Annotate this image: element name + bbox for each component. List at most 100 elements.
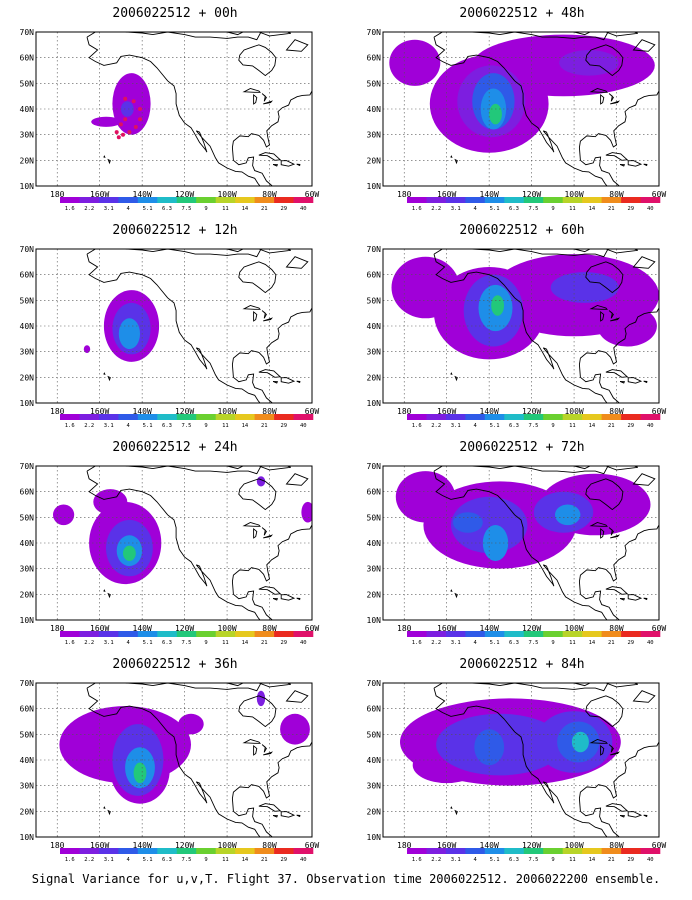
- flight-track-point: [118, 122, 123, 127]
- map-frame: [35, 31, 313, 187]
- lat-label: 20N: [367, 590, 382, 599]
- variance-contour: [53, 504, 75, 526]
- colorbar-swatch: [196, 631, 216, 637]
- great-lake: [610, 534, 621, 539]
- colorbar-label: 4: [126, 640, 130, 646]
- colorbar-swatch: [118, 414, 139, 420]
- colorbar-label: 9: [204, 640, 207, 646]
- lon-label: 180: [397, 841, 412, 850]
- colorbar-swatch: [523, 197, 544, 203]
- lat-label: 60N: [367, 54, 382, 63]
- colorbar-swatch: [157, 414, 178, 420]
- colorbar-label: 11: [222, 206, 229, 212]
- arctic-island: [521, 456, 553, 464]
- colorbar-swatch: [118, 197, 139, 203]
- map-frame: [35, 465, 313, 621]
- coastline-arctic: [433, 683, 659, 692]
- lon-label: 120W: [175, 841, 194, 850]
- flight-track-point: [123, 96, 128, 101]
- colorbar-label: 3.1: [104, 206, 114, 212]
- colorbar-swatch: [157, 197, 178, 203]
- flight-track-point: [114, 130, 119, 135]
- colorbar-swatch: [640, 848, 661, 854]
- flight-track-point: [131, 99, 136, 104]
- colorbar-swatch: [562, 848, 583, 854]
- lon-label: 180: [50, 624, 65, 633]
- lon-label: 100W: [564, 407, 583, 416]
- lat-label: 30N: [20, 348, 35, 357]
- colorbar-swatch: [60, 414, 80, 420]
- colorbar-swatch: [157, 631, 178, 637]
- lat-label: 40N: [20, 105, 35, 114]
- lon-label: 180: [397, 624, 412, 633]
- lat-label: 60N: [367, 705, 382, 714]
- colorbar-label: 40: [300, 857, 307, 863]
- great-lake: [261, 310, 267, 319]
- panel-title: 2006022512 + 48h: [459, 6, 585, 21]
- colorbar-label: 14: [242, 206, 249, 212]
- colorbar-label: 11: [569, 206, 576, 212]
- great-lake: [261, 744, 267, 753]
- great-lake: [253, 744, 258, 756]
- lon-label: 180: [50, 190, 65, 199]
- arctic-island: [521, 22, 553, 30]
- lat-label: 60N: [20, 705, 35, 714]
- colorbar-swatch: [215, 631, 236, 637]
- variance-contour: [178, 713, 204, 735]
- colorbar-swatch: [235, 197, 255, 203]
- lon-label: 180: [397, 190, 412, 199]
- colorbar-swatch: [523, 631, 544, 637]
- island: [627, 594, 643, 601]
- colorbar-label: 7.5: [182, 640, 192, 646]
- lon-label: 160W: [437, 624, 456, 633]
- lat-label: 50N: [20, 730, 35, 739]
- island: [296, 380, 301, 384]
- colorbar-swatch: [98, 414, 119, 420]
- map-background: [36, 249, 312, 403]
- colorbar-label: 21: [608, 423, 615, 429]
- colorbar-swatch: [426, 197, 447, 203]
- colorbar-label: 40: [647, 423, 654, 429]
- map-frame: [382, 465, 660, 621]
- colorbar-swatch: [60, 848, 80, 854]
- colorbar-label: 5.1: [143, 206, 153, 212]
- great-lake: [263, 534, 274, 539]
- colorbar-label: 3.1: [451, 206, 461, 212]
- colorbar-label: 9: [204, 423, 207, 429]
- island: [619, 163, 626, 167]
- colorbar-label: 11: [569, 857, 576, 863]
- arctic-island: [225, 683, 245, 687]
- lon-label: 80W: [262, 407, 277, 416]
- colorbar-swatch: [640, 631, 661, 637]
- island: [627, 160, 643, 167]
- flight-track-point: [121, 132, 125, 137]
- lon-label: 120W: [522, 841, 541, 850]
- lat-label: 40N: [367, 105, 382, 114]
- island: [619, 380, 626, 384]
- variance-contour: [453, 512, 483, 533]
- colorbar-label: 29: [280, 423, 287, 429]
- colorbar-label: 9: [551, 640, 554, 646]
- lat-label: 70N: [367, 679, 382, 688]
- colorbar-label: 4: [473, 857, 477, 863]
- arctic-island: [258, 466, 291, 471]
- arctic-island: [572, 32, 592, 36]
- hudson-bay: [238, 261, 277, 294]
- lon-label: 180: [50, 841, 65, 850]
- variance-contour: [133, 762, 147, 784]
- great-lake: [610, 100, 621, 105]
- variance-contour: [451, 496, 528, 554]
- lat-label: 30N: [367, 131, 382, 140]
- colorbar-swatch: [215, 414, 236, 420]
- lon-label: 60W: [652, 624, 667, 633]
- coastline-arctic: [86, 466, 312, 475]
- arctic-island: [258, 32, 291, 37]
- variance-contour: [123, 545, 136, 561]
- variance-contour: [83, 345, 91, 353]
- colorbar-label: 14: [589, 423, 596, 429]
- great-lake: [589, 88, 608, 93]
- lon-label: 100W: [217, 190, 236, 199]
- hudson-bay: [585, 44, 624, 77]
- map-svg: 70N 60N 50N 40N 30N 20N 10N 180 160W 140W 120W 100W…: [367, 245, 667, 429]
- arctic-island: [605, 249, 638, 254]
